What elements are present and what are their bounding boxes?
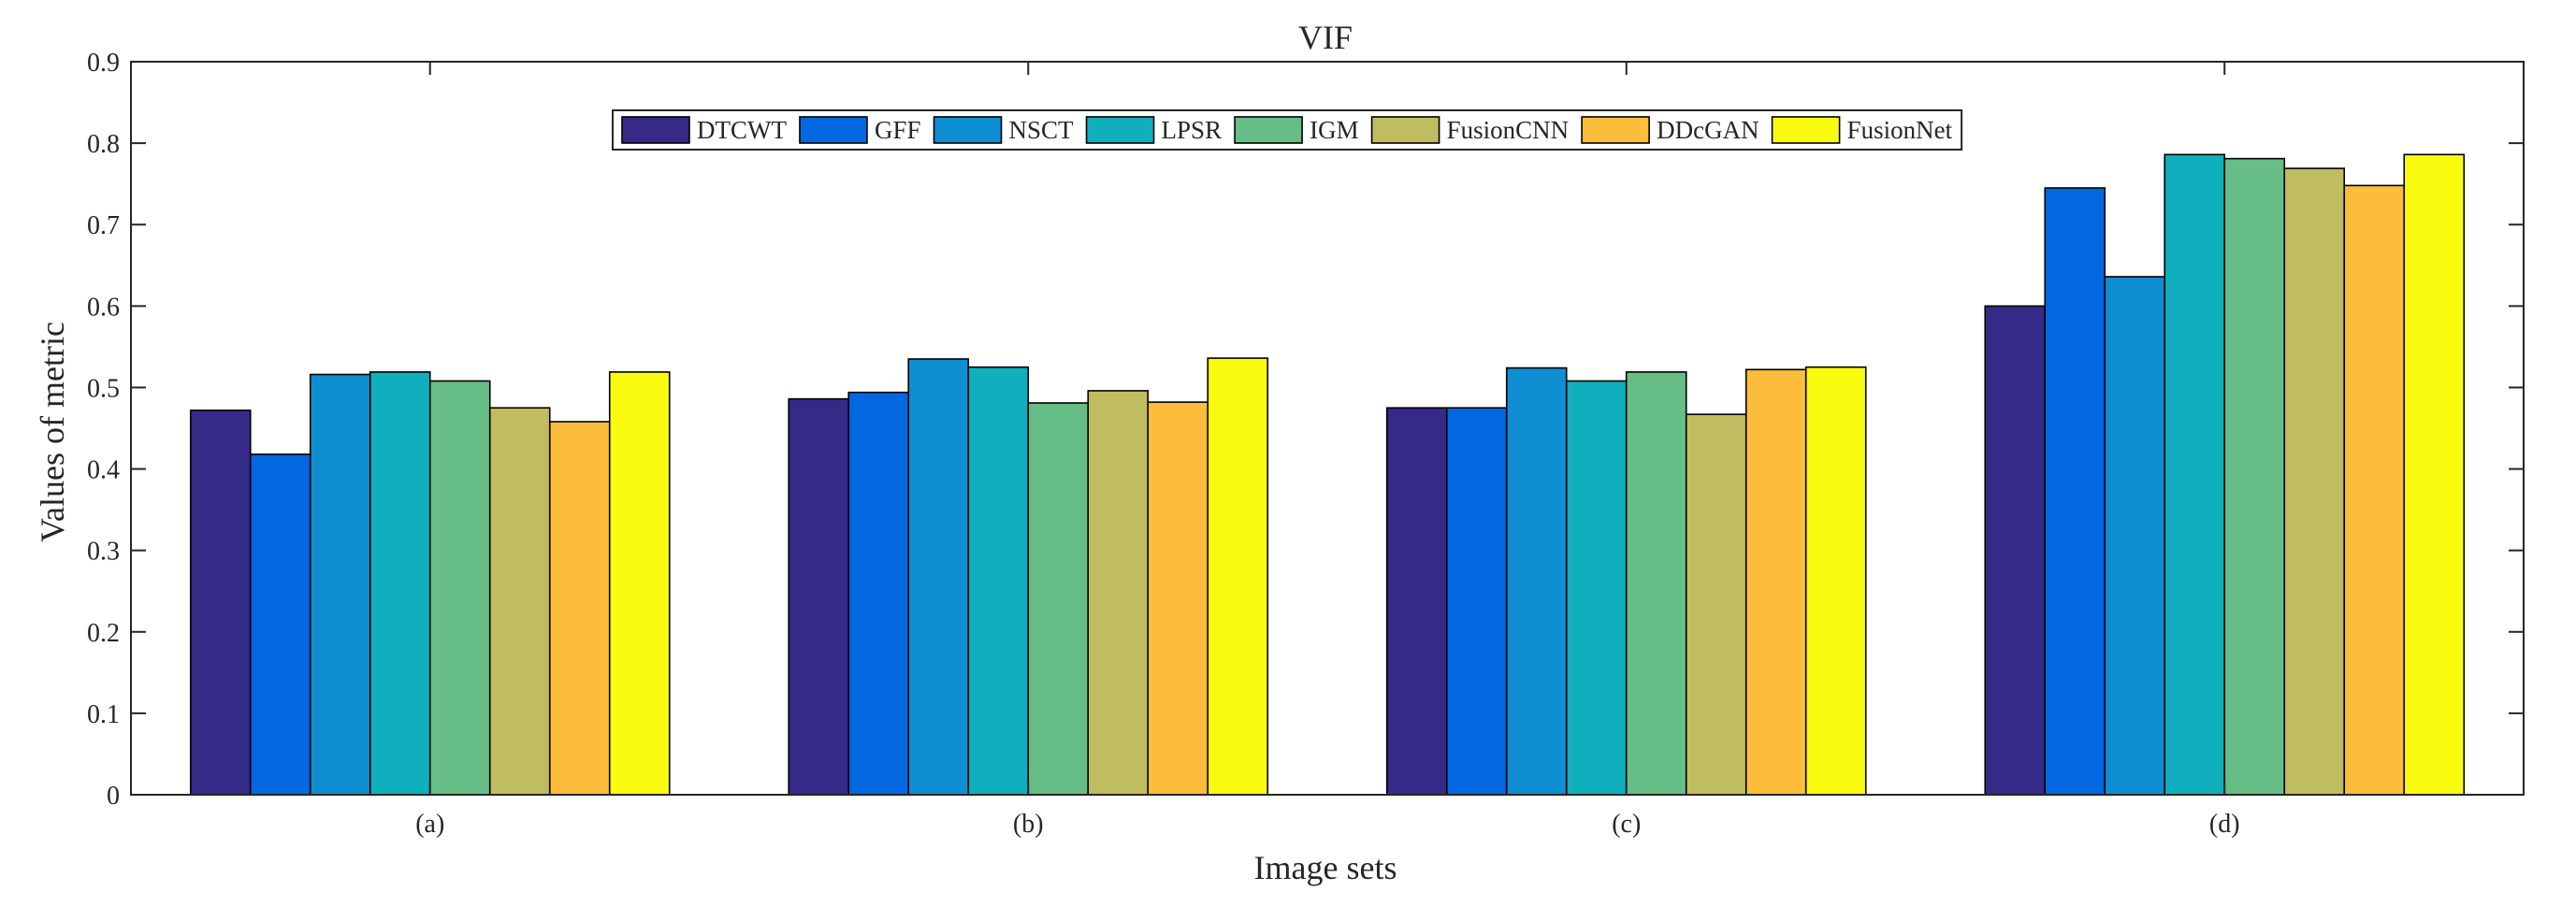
bar-fusioncnn-2 [1685,413,1747,796]
plot-frame [130,61,2525,796]
bar-nsct-0 [309,373,371,796]
bar-lpsr-3 [2164,153,2226,796]
legend-label-gff: GFF [875,116,921,144]
bar-dtcwt-3 [1984,305,2047,796]
bar-fusionnet-0 [608,371,671,796]
bar-ddcgan-0 [548,421,611,796]
y-axis-title: Values of metric [34,322,71,542]
x-tick-label: (a) [415,810,444,839]
bar-gff-2 [1445,407,1508,796]
legend-swatch-dtcwt [621,116,690,144]
bar-lpsr-2 [1565,380,1628,796]
bar-lpsr-1 [967,366,1030,796]
legend-swatch-gff [799,116,868,144]
legend-swatch-nsct [933,116,1003,144]
y-tick-label: 0.7 [87,211,120,240]
bar-igm-1 [1027,402,1090,796]
legend-label-nsct: NSCT [1009,116,1075,144]
bar-gff-0 [249,453,311,796]
bar-dtcwt-1 [788,397,850,796]
legend-label-ddcgan: DDcGAN [1657,116,1758,144]
bar-fusioncnn-3 [2283,167,2346,796]
y-tick-label: 0.2 [87,619,120,648]
legend-label-fusionnet: FusionNet [1847,116,1953,144]
bar-ddcgan-2 [1744,368,1807,796]
bar-nsct-2 [1505,367,1568,796]
y-tick-label: 0.9 [87,49,120,78]
bar-fusioncnn-1 [1087,390,1150,796]
y-tick-label: 0.1 [87,700,120,729]
bar-gff-1 [847,391,910,796]
legend-swatch-ddcgan [1581,116,1650,144]
bar-ddcgan-1 [1147,401,1209,796]
bar-igm-3 [2223,157,2286,796]
legend-label-dtcwt: DTCWT [697,116,787,144]
y-tick-label: 0.3 [87,538,120,567]
bar-fusionnet-3 [2403,153,2466,796]
x-tick-label: (c) [1612,810,1641,839]
legend-swatch-fusioncnn [1370,116,1440,144]
legend-swatch-lpsr [1085,116,1155,144]
legend-swatch-fusionnet [1771,116,1841,144]
bar-fusionnet-1 [1207,357,1269,796]
bar-dtcwt-0 [189,410,252,796]
y-tick-label: 0 [107,782,120,811]
y-tick-label: 0.4 [87,456,120,485]
y-tick-label: 0.5 [87,374,120,403]
bar-nsct-3 [2104,276,2166,796]
y-tick-label: 0.8 [87,130,120,159]
legend-label-fusioncnn: FusionCNN [1447,116,1570,144]
x-axis-title: Image sets [1254,849,1397,886]
x-tick-label: (d) [2209,810,2240,839]
bar-lpsr-0 [369,371,431,796]
bar-nsct-1 [907,358,970,796]
legend: DTCWT GFF NSCT LPSR IGM FusionCNN DDcGAN Fusion… [612,109,1963,151]
legend-label-igm: IGM [1310,116,1359,144]
bar-fusioncnn-0 [488,407,551,796]
bar-gff-3 [2044,187,2106,796]
plot-area: (a) (b) (c) (d) 0 0.1 0.2 0.3 0.4 0.5 0.6 0.7 0.8 0.9 [87,49,2525,839]
bar-ddcgan-3 [2343,184,2406,796]
bar-dtcwt-2 [1385,407,1448,796]
bar-igm-0 [428,380,491,796]
chart-title: VIF [1298,19,1353,56]
bar-igm-2 [1625,371,1687,796]
legend-swatch-igm [1234,116,1303,144]
y-tick-label: 0.6 [87,293,120,322]
x-tick-label: (b) [1013,810,1044,839]
legend-label-lpsr: LPSR [1162,116,1223,144]
bar-fusionnet-2 [1804,366,1867,796]
